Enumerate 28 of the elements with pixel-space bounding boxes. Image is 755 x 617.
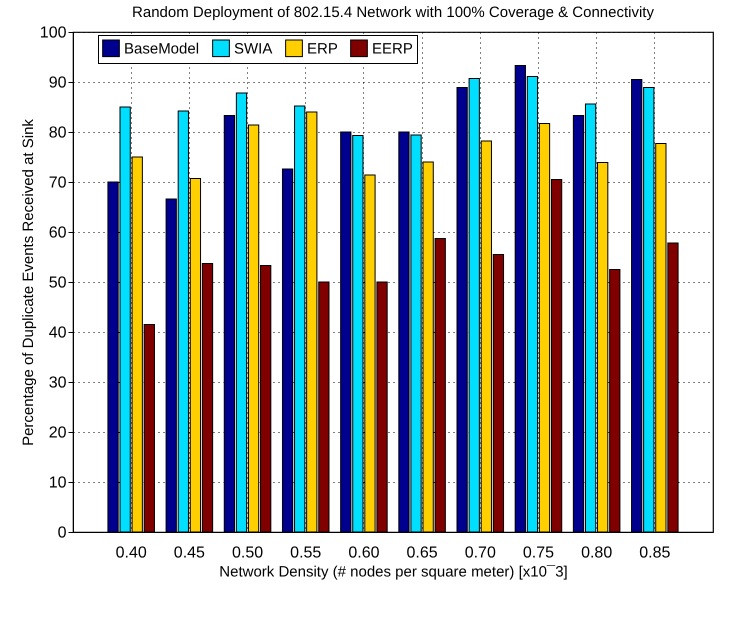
x-axis-title: Network Density (# nodes per square meter) [x10¯3]: [219, 564, 568, 580]
x-tick-label: 0.45: [174, 544, 206, 562]
x-tick-label: 0.65: [406, 544, 438, 562]
x-tick-label: 0.75: [522, 544, 554, 562]
x-tick-label: 0.80: [581, 544, 612, 562]
y-tick-label: 90: [48, 74, 67, 92]
y-tick-label: 50: [48, 274, 67, 292]
x-tick-label: 0.70: [464, 544, 496, 562]
x-tick-label: 0.85: [639, 544, 670, 562]
y-axis-title: Percentage of Duplicate Events Received at Sink: [20, 118, 37, 446]
y-tick-label: 20: [48, 424, 67, 442]
y-tick-label: 10: [48, 474, 67, 492]
legend-label: SWIA: [234, 40, 272, 58]
y-tick-label: 70: [48, 174, 67, 192]
legend-label: ERP: [307, 40, 338, 58]
y-tick-label: 40: [48, 324, 67, 342]
y-tick-label: 60: [48, 224, 67, 242]
legend-label: BaseModel: [124, 40, 200, 58]
x-tick-label: 0.55: [290, 544, 322, 562]
y-tick-label: 80: [48, 124, 67, 142]
y-tick-label: 100: [40, 24, 67, 42]
legend-label: EERP: [372, 40, 413, 58]
x-tick-label: 0.40: [116, 544, 147, 562]
x-tick-label: 0.60: [348, 544, 380, 562]
y-tick-label: 0: [58, 524, 67, 542]
x-tick-label: 0.50: [232, 544, 264, 562]
chart-title: Random Deployment of 802.15.4 Network with 100% Coverage & Connectivity: [132, 4, 654, 21]
y-tick-label: 30: [48, 374, 67, 392]
